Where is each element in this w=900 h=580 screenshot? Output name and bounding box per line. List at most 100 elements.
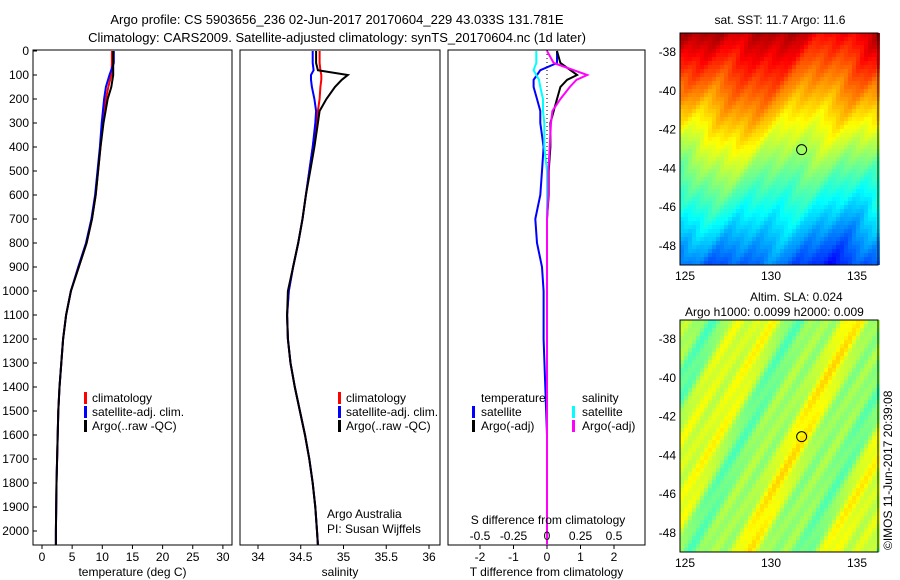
map-cell (820, 372, 824, 376)
map-cell (844, 177, 848, 181)
map-cell (872, 376, 876, 380)
map-cell (792, 69, 796, 73)
map-cell (832, 37, 836, 41)
map-cell (768, 125, 772, 129)
map-cell (852, 205, 856, 209)
map-cell (772, 241, 776, 245)
map-cell (700, 173, 704, 177)
map-cell (860, 149, 864, 153)
map-cell (752, 221, 756, 225)
map-cell (796, 424, 800, 428)
map-cell (696, 456, 700, 460)
map-cell (796, 45, 800, 49)
map-cell (768, 77, 772, 81)
map-cell (724, 165, 728, 169)
map-cell (872, 253, 876, 257)
map-cell (680, 65, 684, 69)
map-cell (840, 125, 844, 129)
map-cell (696, 356, 700, 360)
map-cell (804, 440, 808, 444)
map-cell (736, 400, 740, 404)
map-cell (860, 49, 864, 53)
map-cell (784, 472, 788, 476)
map-cell (684, 145, 688, 149)
map-cell (824, 173, 828, 177)
map-cell (852, 368, 856, 372)
map-cell (708, 65, 712, 69)
map-cell (788, 368, 792, 372)
map-cell (720, 193, 724, 197)
map-cell (724, 69, 728, 73)
map-cell (740, 185, 744, 189)
map-cell (688, 85, 692, 89)
map-cell (788, 416, 792, 420)
map-cell (700, 416, 704, 420)
map-cell (852, 221, 856, 225)
map-cell (704, 456, 708, 460)
map-cell (776, 368, 780, 372)
map-cell (756, 221, 760, 225)
map-cell (816, 229, 820, 233)
map-cell (828, 332, 832, 336)
map-cell (752, 105, 756, 109)
map-cell (776, 193, 780, 197)
map-cell (860, 249, 864, 253)
map-cell (872, 73, 876, 77)
map-cell (828, 440, 832, 444)
map-cell (816, 344, 820, 348)
map-cell (740, 352, 744, 356)
map-cell (700, 97, 704, 101)
map-cell (756, 257, 760, 261)
map-cell (856, 149, 860, 153)
map-cell (772, 153, 776, 157)
map-cell (772, 133, 776, 137)
map-cell (868, 360, 872, 364)
map-cell (760, 169, 764, 173)
map-cell (836, 81, 840, 85)
map-cell (724, 468, 728, 472)
map-cell (688, 432, 692, 436)
map-cell (792, 73, 796, 77)
map-cell (808, 340, 812, 344)
map-cell (828, 233, 832, 237)
map-cell (740, 101, 744, 105)
map-cell (808, 65, 812, 69)
map-cell (732, 193, 736, 197)
map-cell (768, 69, 772, 73)
map-cell (716, 376, 720, 380)
map-cell (752, 384, 756, 388)
map-cell (772, 336, 776, 340)
map-cell (780, 400, 784, 404)
map-cell (808, 452, 812, 456)
map-cell (812, 468, 816, 472)
map-cell (776, 153, 780, 157)
map-cell (872, 161, 876, 165)
map-cell (832, 133, 836, 137)
map-cell (736, 364, 740, 368)
map-cell (684, 61, 688, 65)
map-cell (868, 376, 872, 380)
map-cell (752, 73, 756, 77)
map-cell (868, 113, 872, 117)
map-cell (836, 428, 840, 432)
map-cell (724, 472, 728, 476)
map-cell (856, 197, 860, 201)
map-cell (788, 61, 792, 65)
map-cell (780, 340, 784, 344)
map-cell (740, 440, 744, 444)
map-cell (796, 133, 800, 137)
map-cell (692, 85, 696, 89)
map-cell (816, 97, 820, 101)
map-cell (728, 181, 732, 185)
map-cell (680, 125, 684, 129)
map-cell (680, 328, 684, 332)
map-cell (732, 420, 736, 424)
map-cell (836, 384, 840, 388)
map-cell (732, 69, 736, 73)
map-cell (864, 217, 868, 221)
map-cell (736, 332, 740, 336)
map-cell (840, 37, 844, 41)
map-cell (724, 33, 728, 37)
map-cell (692, 452, 696, 456)
map-cell (736, 396, 740, 400)
